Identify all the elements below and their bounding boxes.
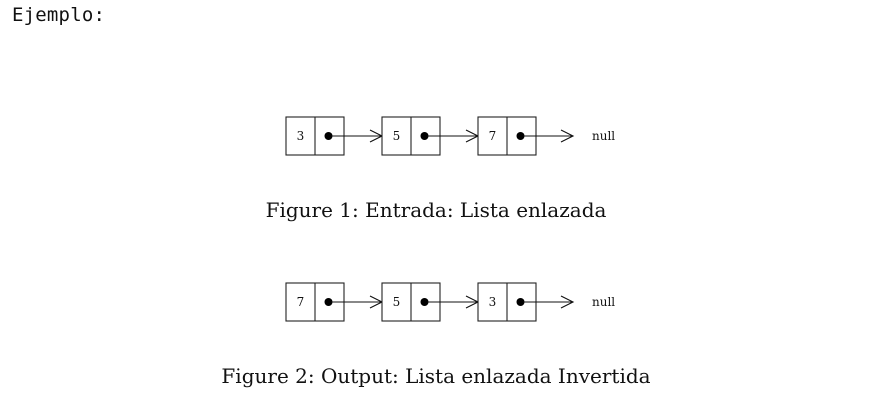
linked-list-diagram-output: 7 5 3 null (285, 282, 615, 322)
null-label: null (592, 295, 615, 309)
pointer-dot (516, 298, 525, 306)
linked-list-diagram-input: 3 5 7 null (285, 116, 615, 156)
node-value: 3 (297, 129, 305, 143)
node-value: 3 (489, 295, 497, 309)
pointer-dot (324, 298, 333, 306)
figure-2-caption: Figure 2: Output: Lista enlazada Inverti… (221, 364, 651, 388)
figure-1-caption: Figure 1: Entrada: Lista enlazada (265, 198, 607, 222)
pointer-dot (516, 132, 525, 140)
node-value: 5 (393, 295, 401, 309)
pointer-dot (420, 132, 429, 140)
node-value: 7 (489, 129, 497, 143)
node-value: 7 (297, 295, 305, 309)
node-value: 5 (393, 129, 401, 143)
null-label: null (592, 129, 615, 143)
example-heading: Ejemplo: (12, 4, 106, 26)
pointer-dot (324, 132, 333, 140)
pointer-dot (420, 298, 429, 306)
arrow-head (560, 129, 575, 143)
arrow-head (560, 295, 575, 309)
